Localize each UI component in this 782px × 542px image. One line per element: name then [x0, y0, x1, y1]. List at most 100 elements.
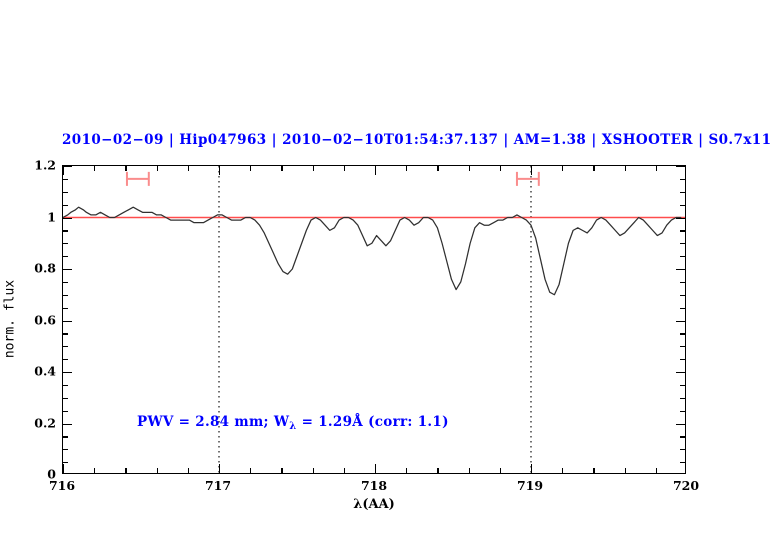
y-tick-right-0.65: [680, 307, 685, 309]
x-tick-719.6: [624, 468, 626, 473]
x-tick-719.4: [593, 468, 595, 473]
x-tick-top-716.4: [125, 166, 127, 171]
y-tick-right-1.1: [680, 191, 685, 193]
x-tick-top-718.6: [468, 166, 470, 171]
y-tick-right-0.95: [680, 230, 685, 232]
y-tick-1: [63, 217, 72, 219]
x-tick-top-717.8: [343, 166, 345, 171]
y-tick-0.45: [63, 359, 68, 361]
y-tick-label-0: 0: [47, 466, 56, 482]
y-tick-label-1: 1: [47, 209, 56, 224]
annotation-suffix: = 1.29Å (corr: 1.1): [296, 414, 449, 430]
x-axis-title: λ(AA): [353, 497, 395, 512]
x-tick-716.8: [187, 468, 189, 473]
x-tick-top-718.8: [499, 166, 501, 171]
y-tick-0.8: [63, 269, 72, 271]
x-tick-719.8: [655, 468, 657, 473]
x-tick-top-719.4: [593, 166, 595, 171]
x-tick-718.4: [437, 468, 439, 473]
y-tick-1.1: [63, 191, 68, 193]
y-tick-right-0.1: [680, 449, 685, 451]
y-tick-0.05: [63, 462, 68, 464]
y-tick-right-1.05: [680, 204, 685, 206]
y-tick-label-0.4: 0.4: [34, 363, 56, 379]
y-tick-right-0.4: [676, 372, 685, 374]
y-tick-0.6: [63, 320, 72, 322]
x-tick-top-718.2: [406, 166, 408, 171]
plot-frame: [62, 165, 686, 474]
x-tick-top-717.4: [281, 166, 283, 171]
x-tick-top-716.2: [94, 166, 96, 171]
y-tick-0.1: [63, 449, 68, 451]
x-tick-label-718: 718: [360, 478, 388, 493]
x-tick-718.6: [468, 468, 470, 473]
x-tick-717.4: [281, 468, 283, 473]
annotation-subscript: λ: [289, 421, 297, 432]
y-tick-0.35: [63, 384, 68, 387]
y-tick-right-0.45: [680, 359, 685, 361]
x-tick-top-716.6: [156, 166, 158, 171]
x-tick-label-717: 717: [204, 478, 232, 493]
x-tick-label-720: 720: [672, 478, 700, 493]
y-tick-right-0.6: [676, 320, 685, 322]
x-tick-label-719: 719: [516, 478, 544, 493]
x-tick-top-719.6: [624, 166, 626, 171]
telluric-region-1: [125, 171, 150, 186]
y-tick-1.2: [63, 166, 72, 168]
x-tick-top-717: [219, 166, 221, 175]
x-tick-716.6: [156, 468, 158, 473]
x-tick-top-719: [531, 166, 533, 175]
y-tick-right-0.75: [680, 281, 685, 284]
y-tick-right-0.2: [676, 423, 685, 425]
annotation-prefix: PWV = 2.84 mm; W: [137, 414, 290, 430]
y-tick-0.75: [63, 281, 68, 284]
x-tick-top-718: [375, 166, 377, 175]
x-tick-717.6: [312, 468, 314, 473]
page-title: 2010−02−09 | Hip047963 | 2010−02−10T01:5…: [62, 132, 772, 148]
pwv-annotation: PWV = 2.84 mm; Wλ = 1.29Å (corr: 1.1): [137, 414, 449, 432]
x-tick-label-716: 716: [48, 478, 76, 493]
y-tick-right-0.3: [680, 397, 685, 399]
x-tick-top-719.2: [562, 166, 564, 171]
y-tick-0.85: [63, 256, 68, 258]
y-tick-right-0.55: [680, 333, 685, 335]
y-tick-0.55: [63, 333, 68, 335]
x-tick-719: [531, 464, 533, 473]
y-tick-right-0.05: [680, 462, 685, 464]
y-tick-0.25: [63, 410, 68, 412]
y-tick-label-1.2: 1.2: [34, 157, 56, 173]
x-tick-716: [63, 464, 65, 473]
plot-area: [63, 166, 685, 473]
y-tick-label-0.8: 0.8: [34, 260, 56, 276]
x-tick-top-719.8: [655, 166, 657, 171]
x-tick-718: [375, 464, 377, 473]
y-tick-right-0.7: [680, 294, 685, 296]
y-tick-right-1: [676, 217, 685, 219]
y-tick-right-1.2: [676, 166, 685, 168]
x-tick-717.2: [250, 468, 252, 473]
y-axis-title: norm. flux: [2, 279, 18, 359]
x-tick-top-718.4: [437, 166, 439, 171]
y-tick-right-0.15: [680, 436, 685, 438]
x-tick-top-716.8: [187, 166, 189, 171]
y-tick-right-0.8: [676, 269, 685, 271]
y-tick-right-0.5: [680, 346, 685, 348]
x-tick-top-716: [63, 166, 65, 175]
y-tick-0.95: [63, 230, 68, 232]
x-tick-716.4: [125, 468, 127, 473]
y-tick-right-0.25: [680, 410, 685, 412]
x-tick-718.8: [499, 468, 501, 473]
y-tick-0.65: [63, 307, 68, 309]
x-tick-717: [219, 464, 221, 473]
telluric-region-markers: [125, 171, 540, 186]
x-tick-top-717.2: [250, 166, 252, 171]
x-tick-top-717.6: [312, 166, 314, 171]
y-tick-0.3: [63, 397, 68, 399]
y-tick-right-0.9: [680, 243, 685, 245]
x-tick-718.2: [406, 468, 408, 473]
y-tick-0.2: [63, 423, 72, 425]
y-tick-right-0.85: [680, 256, 685, 258]
y-tick-0.15: [63, 436, 68, 438]
y-tick-0.7: [63, 294, 68, 296]
y-tick-right-0.35: [680, 384, 685, 387]
